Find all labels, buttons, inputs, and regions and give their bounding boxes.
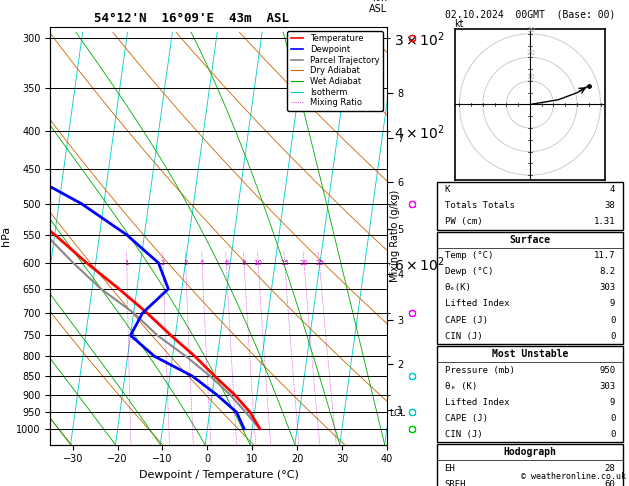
Text: Pressure (mb): Pressure (mb) [445,365,515,375]
Text: CAPE (J): CAPE (J) [445,315,487,325]
Text: 2: 2 [161,260,165,266]
Text: 11.7: 11.7 [594,251,615,260]
Text: © weatheronline.co.uk: © weatheronline.co.uk [521,472,626,481]
Text: CAPE (J): CAPE (J) [445,414,487,423]
Text: 02.10.2024  00GMT  (Base: 00): 02.10.2024 00GMT (Base: 00) [445,10,615,20]
Text: LCL: LCL [389,409,405,418]
Text: 6: 6 [224,260,228,266]
Text: Surface: Surface [509,235,550,245]
Text: CIN (J): CIN (J) [445,430,482,439]
Text: Temp (°C): Temp (°C) [445,251,493,260]
Text: 4: 4 [610,185,615,194]
Text: 3: 3 [184,260,188,266]
Text: CIN (J): CIN (J) [445,331,482,341]
Text: 303: 303 [599,283,615,293]
Text: 25: 25 [315,260,324,266]
Text: 28: 28 [604,464,615,473]
Text: Dewp (°C): Dewp (°C) [445,267,493,277]
Text: 0: 0 [610,331,615,341]
Text: PW (cm): PW (cm) [445,217,482,226]
Text: Mixing Ratio (g/kg): Mixing Ratio (g/kg) [390,190,400,282]
Text: 38: 38 [604,201,615,210]
Text: 303: 303 [599,382,615,391]
Text: 20: 20 [526,50,535,56]
Text: 30: 30 [526,27,536,33]
Text: 950: 950 [599,365,615,375]
Text: 9: 9 [610,398,615,407]
Text: 0: 0 [610,315,615,325]
Text: 10: 10 [253,260,263,266]
Text: kt: kt [455,19,464,29]
Text: 54°12'N  16°09'E  43m  ASL: 54°12'N 16°09'E 43m ASL [94,12,289,25]
Text: 8.2: 8.2 [599,267,615,277]
Text: 8: 8 [242,260,247,266]
Legend: Temperature, Dewpoint, Parcel Trajectory, Dry Adiabat, Wet Adiabat, Isotherm, Mi: Temperature, Dewpoint, Parcel Trajectory… [287,31,382,110]
Text: 0: 0 [610,414,615,423]
Text: Lifted Index: Lifted Index [445,398,509,407]
Text: EH: EH [445,464,455,473]
Text: 10: 10 [526,73,536,80]
Text: SREH: SREH [445,480,466,486]
Text: 0: 0 [610,430,615,439]
Text: Totals Totals: Totals Totals [445,201,515,210]
Text: Lifted Index: Lifted Index [445,299,509,309]
Y-axis label: hPa: hPa [1,226,11,246]
X-axis label: Dewpoint / Temperature (°C): Dewpoint / Temperature (°C) [138,470,299,480]
Text: Most Unstable: Most Unstable [492,349,568,359]
Text: 15: 15 [280,260,289,266]
Text: 1.31: 1.31 [594,217,615,226]
Text: km
ASL: km ASL [369,0,387,14]
Text: 1: 1 [125,260,129,266]
Text: Hodograph: Hodograph [503,447,557,457]
Text: θₑ(K): θₑ(K) [445,283,472,293]
Text: 60: 60 [604,480,615,486]
Text: θₑ (K): θₑ (K) [445,382,477,391]
Text: 4: 4 [200,260,204,266]
Text: 20: 20 [299,260,308,266]
Text: K: K [445,185,450,194]
Text: 9: 9 [610,299,615,309]
